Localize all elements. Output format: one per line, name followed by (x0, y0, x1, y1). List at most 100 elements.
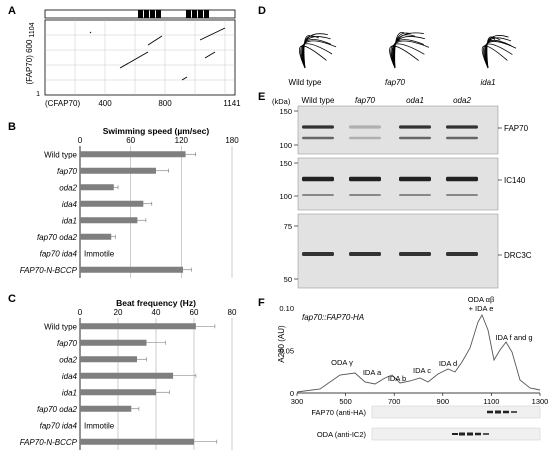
waveform-stroke (394, 31, 405, 69)
gradient-x-tick: 1300 (532, 397, 549, 406)
panel-d-label: D (258, 5, 266, 17)
gradient-sample-label: fap70::FAP70-HA (302, 313, 364, 322)
protein-band (349, 136, 381, 140)
speed-bar (80, 200, 144, 207)
panel-e-label: E (258, 91, 265, 103)
speed-bar (80, 184, 114, 191)
speed-bar (80, 217, 138, 224)
peak-label: IDA a (363, 368, 382, 377)
gradient-x-tick: 300 (291, 397, 304, 406)
marker-label: 100 (279, 141, 292, 150)
protein-band (446, 176, 478, 182)
fraction-band (459, 432, 465, 436)
beat-bar (80, 405, 132, 412)
speed-tick-label: 0 (78, 136, 83, 145)
protein-band (446, 194, 478, 196)
beat-frequency-chart: Beat frequency (Hz) 0 20 40 60 80 Wild type fap… (20, 298, 237, 450)
beat-bar (80, 389, 156, 396)
tpr-block (186, 10, 191, 18)
fraction-band (467, 432, 473, 436)
dotplot-diagonal (181, 76, 188, 81)
sucrose-gradient-panel: A280 (AU) 0 0.05 0.10 300 500 700 900 1100 1300 fa… (277, 295, 549, 441)
blot-membrane (297, 157, 499, 211)
beat-tick-label: 80 (228, 308, 237, 317)
fraction-band (503, 410, 509, 414)
blot-protein-label: DRC3C (504, 251, 532, 260)
waveform-stroke (486, 36, 496, 69)
protein-band (446, 136, 478, 140)
dotplot-x-tick: 800 (158, 99, 172, 108)
protein-band (399, 252, 431, 256)
blot-protein-label: IC140 (504, 176, 526, 185)
dotplot-diagonal (204, 51, 216, 59)
beat-tick-label: 40 (152, 308, 161, 317)
protein-band (302, 136, 334, 140)
beat-tick-label: 20 (114, 308, 123, 317)
speed-row-label: oda2 (59, 183, 77, 192)
protein-band (302, 176, 334, 182)
gradient-trace (296, 313, 541, 393)
panel-a-label: A (8, 5, 16, 17)
protein-band (302, 252, 334, 256)
lane-label: oda1 (406, 96, 424, 105)
fraction-band (483, 433, 489, 435)
dotplot-x-tick: 400 (98, 99, 112, 108)
beat-immotile-note: Immotile (84, 421, 115, 430)
beat-row-label: fap70 ida4 (40, 421, 78, 430)
gradient-y-label: A280 (AU) (277, 325, 286, 363)
protein-band (349, 125, 381, 129)
lane-label: fap70 (355, 96, 376, 105)
beat-row-label: fap70 oda2 (37, 405, 78, 414)
dotplot-y-tick: 1 (36, 91, 40, 98)
beat-row-label: ida1 (62, 388, 77, 397)
lane-label: Wild type (302, 96, 335, 105)
speed-row-label: Wild type (44, 150, 77, 159)
beat-row-label: FAP70-N-BCCP (20, 438, 78, 447)
marker-label: 50 (284, 275, 292, 284)
speed-title: Swimming speed (µm/sec) (103, 126, 210, 136)
protein-band (302, 125, 334, 129)
panel-f-label: F (258, 297, 265, 309)
fraction-blot-label: ODA (anti-IC2) (317, 430, 367, 439)
fraction-band (511, 411, 517, 413)
speed-row-label: fap70 oda2 (37, 233, 78, 242)
peak-label: IDA c (413, 366, 431, 375)
fraction-blot-label: FAP70 (anti-HA) (311, 408, 366, 417)
dotplot-y-axis-label: (FAP70) 600 (25, 39, 34, 84)
lane-label: oda2 (453, 96, 471, 105)
beat-bar (80, 356, 137, 363)
waveform-stroke (300, 43, 333, 69)
peak-label: IDA b (388, 374, 406, 383)
protein-band (446, 252, 478, 256)
beat-tick-label: 60 (190, 308, 199, 317)
beat-bar (80, 438, 194, 445)
gradient-y-tick: 0 (290, 389, 294, 398)
tpr-block (204, 10, 209, 18)
speed-bar (80, 151, 186, 158)
protein-band (349, 252, 381, 256)
waveform-group (481, 35, 517, 69)
kda-label: (kDa) (272, 97, 291, 106)
gradient-x-tick: 900 (437, 397, 450, 406)
dotplot-diagonal (119, 51, 149, 69)
dotplot-diagonal (147, 35, 163, 46)
speed-tick-label: 180 (225, 136, 239, 145)
waveform-panel: Wild type fap70 ida1 (289, 31, 517, 87)
protein-band (349, 194, 381, 196)
tpr-block (150, 10, 155, 18)
waveform-stroke (303, 35, 314, 69)
peak-label: IDA f and g (495, 333, 532, 342)
speed-row-label: ida1 (62, 216, 77, 225)
tpr-block (192, 10, 197, 18)
dotplot-x-tick: 1141 (223, 99, 241, 108)
western-blot-panel: (kDa) Wild type fap70 oda1 oda2 150 100 FAP70 15… (272, 96, 532, 289)
swimming-speed-chart: Swimming speed (µm/sec) 0 60 120 180 Wild typ… (20, 126, 239, 278)
waveform-group (298, 33, 337, 69)
peak-label: ODA γ (331, 358, 353, 367)
speed-row-label: fap70 (57, 167, 78, 176)
waveform-label: Wild type (289, 78, 322, 87)
speed-bar (80, 167, 156, 174)
beat-tick-label: 0 (78, 308, 83, 317)
speed-tick-label: 60 (126, 136, 135, 145)
